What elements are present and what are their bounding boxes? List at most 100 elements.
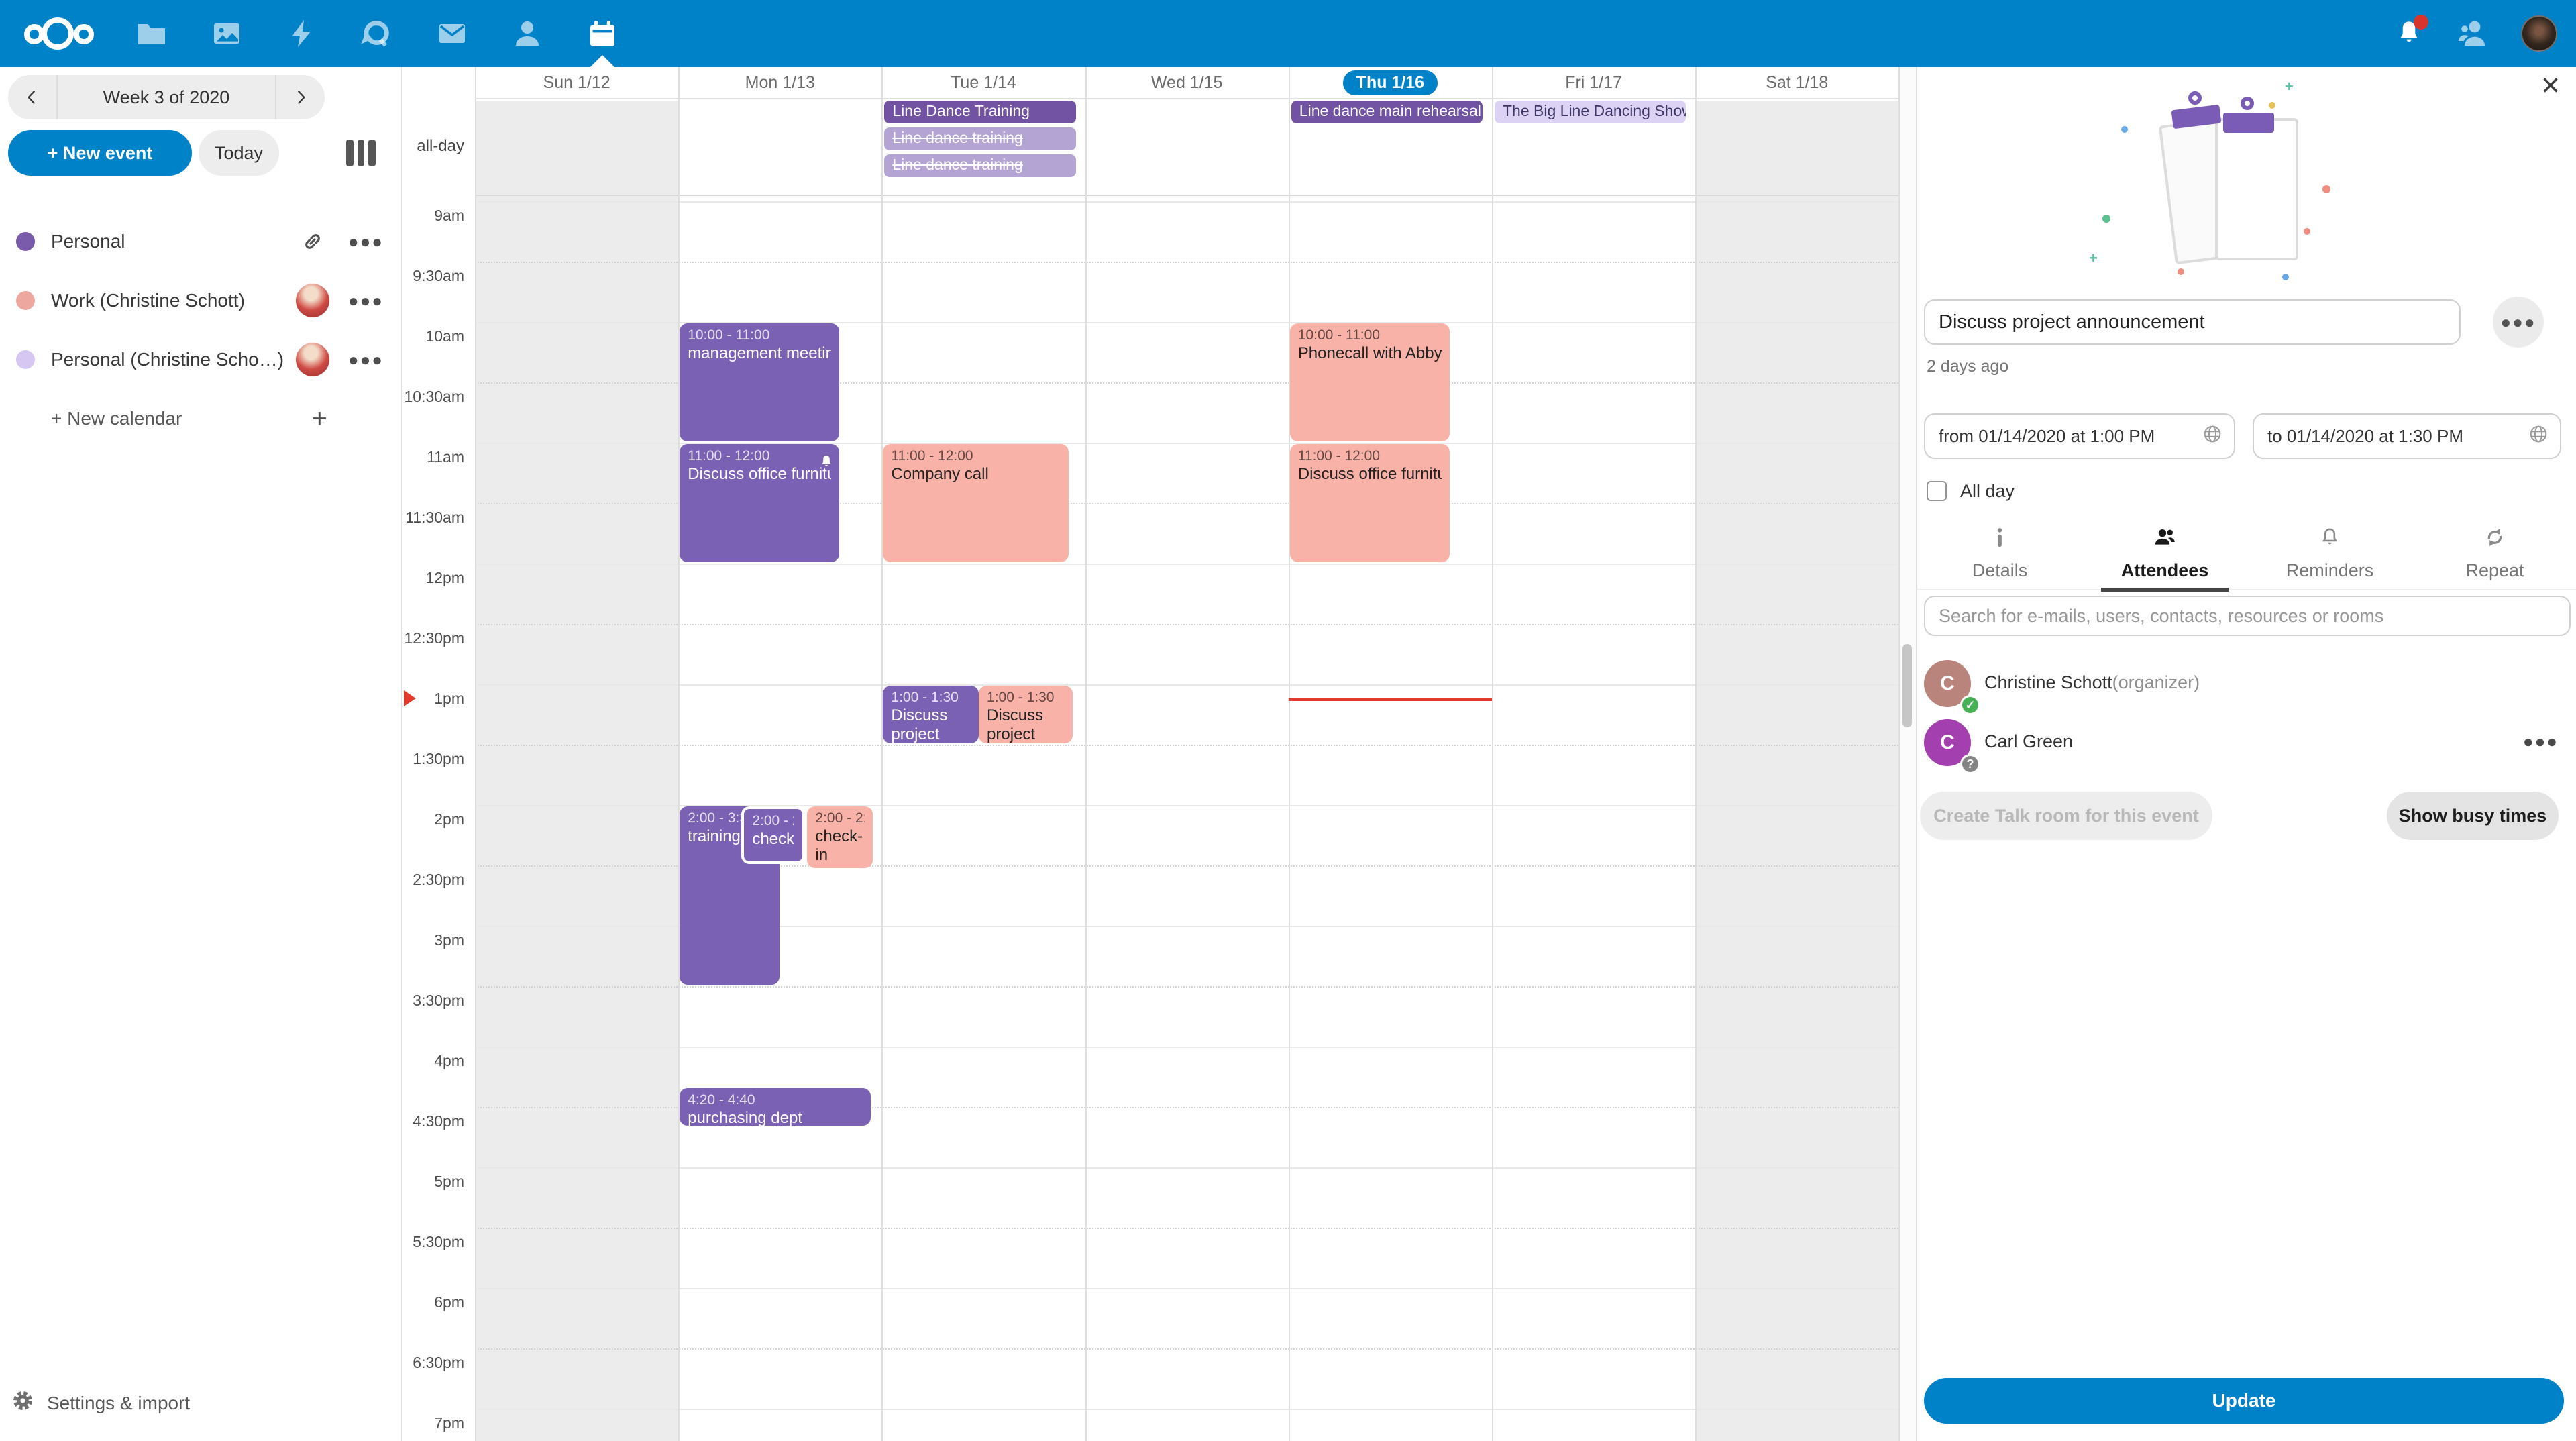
time-label: 2pm [434,810,464,828]
event-title-input[interactable] [1924,299,2461,345]
attendee-row: C? Carl Green ●●● [1917,714,2576,774]
day-header-4[interactable]: Thu 1/16 [1289,67,1492,98]
day-column-0[interactable] [475,101,678,1441]
event[interactable]: 11:00 - 12:00 Company call [883,444,1069,562]
event[interactable]: 10:00 - 11:00 Phonecall with Abby [1289,323,1450,441]
attendee-actions-icon[interactable]: ●●● [2522,731,2559,751]
current-time-marker [404,690,416,706]
column-divider [1695,67,1697,1441]
tab-repeat[interactable]: Repeat [2412,518,2576,589]
allday-event[interactable]: The Big Line Dancing Show [1495,101,1686,123]
tab-reminders[interactable]: Reminders [2247,518,2412,589]
grid-line [475,564,1899,565]
day-header-3[interactable]: Wed 1/15 [1150,72,1223,92]
files-app-icon[interactable] [134,16,169,51]
calendar-app-icon[interactable] [585,16,620,67]
day-header-5[interactable]: Fri 1/17 [1565,72,1622,92]
day-header-0[interactable]: Sun 1/12 [543,72,610,92]
last-modified-label: 2 days ago [1927,357,2009,376]
close-panel-button[interactable]: × [2540,68,2560,103]
allday-event[interactable]: Line Dance Training [884,101,1076,123]
event[interactable]: 10:00 - 11:00 management meeting [680,323,839,441]
grid-line [475,382,1899,384]
allday-event[interactable]: Line dance training [884,127,1076,150]
time-label: 12pm [425,569,464,586]
calendar-actions-icon[interactable]: ●●● [347,231,384,252]
view-mode-icon[interactable] [346,140,376,166]
event[interactable]: 2:00 - 2:30check-in [741,806,806,864]
day-column-2[interactable] [881,101,1085,1441]
event-start-field[interactable]: from 01/14/2020 at 1:00 PM [1924,413,2235,459]
time-label: 9:30am [413,267,464,284]
column-divider [881,67,883,1441]
today-button[interactable]: Today [199,130,279,176]
show-busy-times-button[interactable]: Show busy times [2387,792,2559,840]
attendee-name: Christine Schott(organizer) [1984,672,2200,692]
nextcloud-logo-icon[interactable] [24,15,97,52]
event[interactable]: 2:00 - 2:30check-in [807,806,873,868]
day-column-1[interactable] [678,101,881,1441]
contacts-app-icon[interactable] [510,16,545,51]
tab-attendees[interactable]: Attendees [2082,518,2247,592]
calendar-item-2[interactable]: Personal (Christine Scho…) ●●● [0,330,402,389]
new-calendar-button[interactable]: + New calendar + [51,403,327,433]
grid-line [475,805,1899,806]
topbar-right [2395,0,2557,67]
time-label: 10am [425,327,464,345]
contacts-menu-icon[interactable] [2457,17,2489,50]
event[interactable]: 4:20 - 4:40 purchasing dept [680,1088,871,1126]
day-header-2[interactable]: Tue 1/14 [951,72,1016,92]
attendee-search-input[interactable] [1924,596,2571,636]
new-event-button[interactable]: + New event [8,130,192,176]
app-nav [134,0,620,67]
allday-divider [475,195,1899,196]
notifications-bell-icon[interactable] [2395,15,2428,48]
column-divider [1492,67,1493,1441]
grid-scrollbar-thumb[interactable] [1902,644,1912,727]
all-day-checkbox[interactable] [1927,481,1947,501]
user-avatar[interactable] [2521,15,2557,52]
create-talk-room-button[interactable]: Create Talk room for this event [1920,792,2212,840]
talk-app-icon[interactable] [360,16,394,51]
previous-week-button[interactable] [8,75,56,119]
attendance-status-badge: ? [1960,754,1980,774]
calendar-item-0[interactable]: Personal ●●● [0,212,402,271]
day-column-5[interactable] [1492,101,1695,1441]
day-column-6[interactable] [1695,101,1898,1441]
event[interactable]: 1:00 - 1:30 Discuss project [979,686,1073,743]
time-label: 6:30pm [413,1354,464,1371]
notification-dot [2414,15,2428,30]
calendar-actions-icon[interactable]: ●●● [347,349,384,370]
day-column-4[interactable] [1289,101,1492,1441]
day-header-6[interactable]: Sat 1/18 [1766,72,1829,92]
settings-label: Settings & import [47,1393,191,1413]
mail-app-icon[interactable] [435,16,470,51]
active-app-indicator [590,55,614,67]
topbar [0,0,2576,67]
time-label: 7pm [434,1414,464,1432]
allday-event[interactable]: Line dance main rehearsal [1291,101,1483,123]
settings-import-button[interactable]: Settings & import [0,1385,402,1422]
event-end-field[interactable]: to 01/14/2020 at 1:30 PM [2253,413,2561,459]
calendar-actions-icon[interactable]: ●●● [347,290,384,311]
week-label[interactable]: Week 3 of 2020 [56,75,276,119]
weekend-shading [475,101,679,1441]
share-link-icon[interactable] [295,224,330,259]
time-label: 11am [427,448,464,466]
activity-app-icon[interactable] [284,16,319,51]
calendar-color-dot [16,232,35,251]
day-column-3[interactable] [1085,101,1289,1441]
update-button[interactable]: Update [1924,1378,2564,1424]
photos-app-icon[interactable] [209,16,244,51]
calendar-item-1[interactable]: Work (Christine Schott) ●●● [0,271,402,330]
grid-line [475,443,1899,444]
tab-details[interactable]: Details [1917,518,2082,589]
allday-event[interactable]: Line dance training [884,154,1076,177]
grid-line [475,865,1899,867]
next-week-button[interactable] [276,75,325,119]
event-actions-menu-button[interactable]: ●●● [2493,297,2544,348]
day-header-1[interactable]: Mon 1/13 [745,72,815,92]
